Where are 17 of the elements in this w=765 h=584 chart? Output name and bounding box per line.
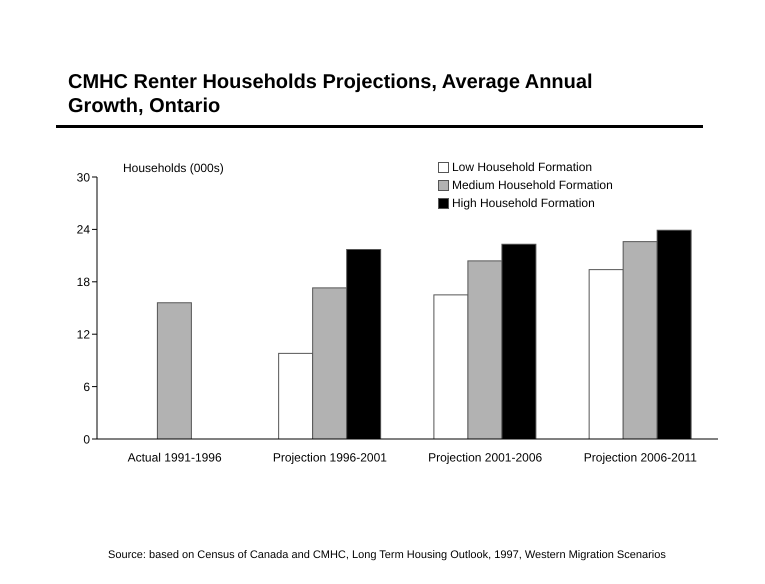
source-note: Source: based on Census of Canada and CMHC, Long Term Housing Outlook, 1997, Western Migration Scenarios — [108, 548, 667, 562]
y-tick-label: 30 — [76, 170, 90, 184]
legend-label: High Household Formation — [451, 195, 596, 212]
y-tick-label: 0 — [83, 432, 90, 446]
x-tick-label: Projection 2001-2006 — [428, 450, 542, 465]
y-tick-label: 18 — [76, 275, 90, 290]
x-tick-label: Actual 1991-1996 — [128, 450, 222, 465]
y-tick-label: 12 — [76, 327, 90, 342]
x-tick-label: Projection 1996-2001 — [272, 450, 388, 465]
y-tick-label: 24 — [76, 222, 90, 237]
legend-label: Low Household Formation — [451, 159, 594, 176]
y-tick-label: 6 — [83, 380, 90, 394]
x-tick-label: Projection 2006-2011 — [584, 450, 698, 465]
bar — [156, 302, 192, 439]
y-axis-title: Households (000s) — [123, 161, 224, 175]
legend-label: Medium Household Formation — [451, 177, 614, 194]
chart-title: CMHC Renter Households Projections, Average Annual Growth, Ontario — [68, 70, 594, 118]
